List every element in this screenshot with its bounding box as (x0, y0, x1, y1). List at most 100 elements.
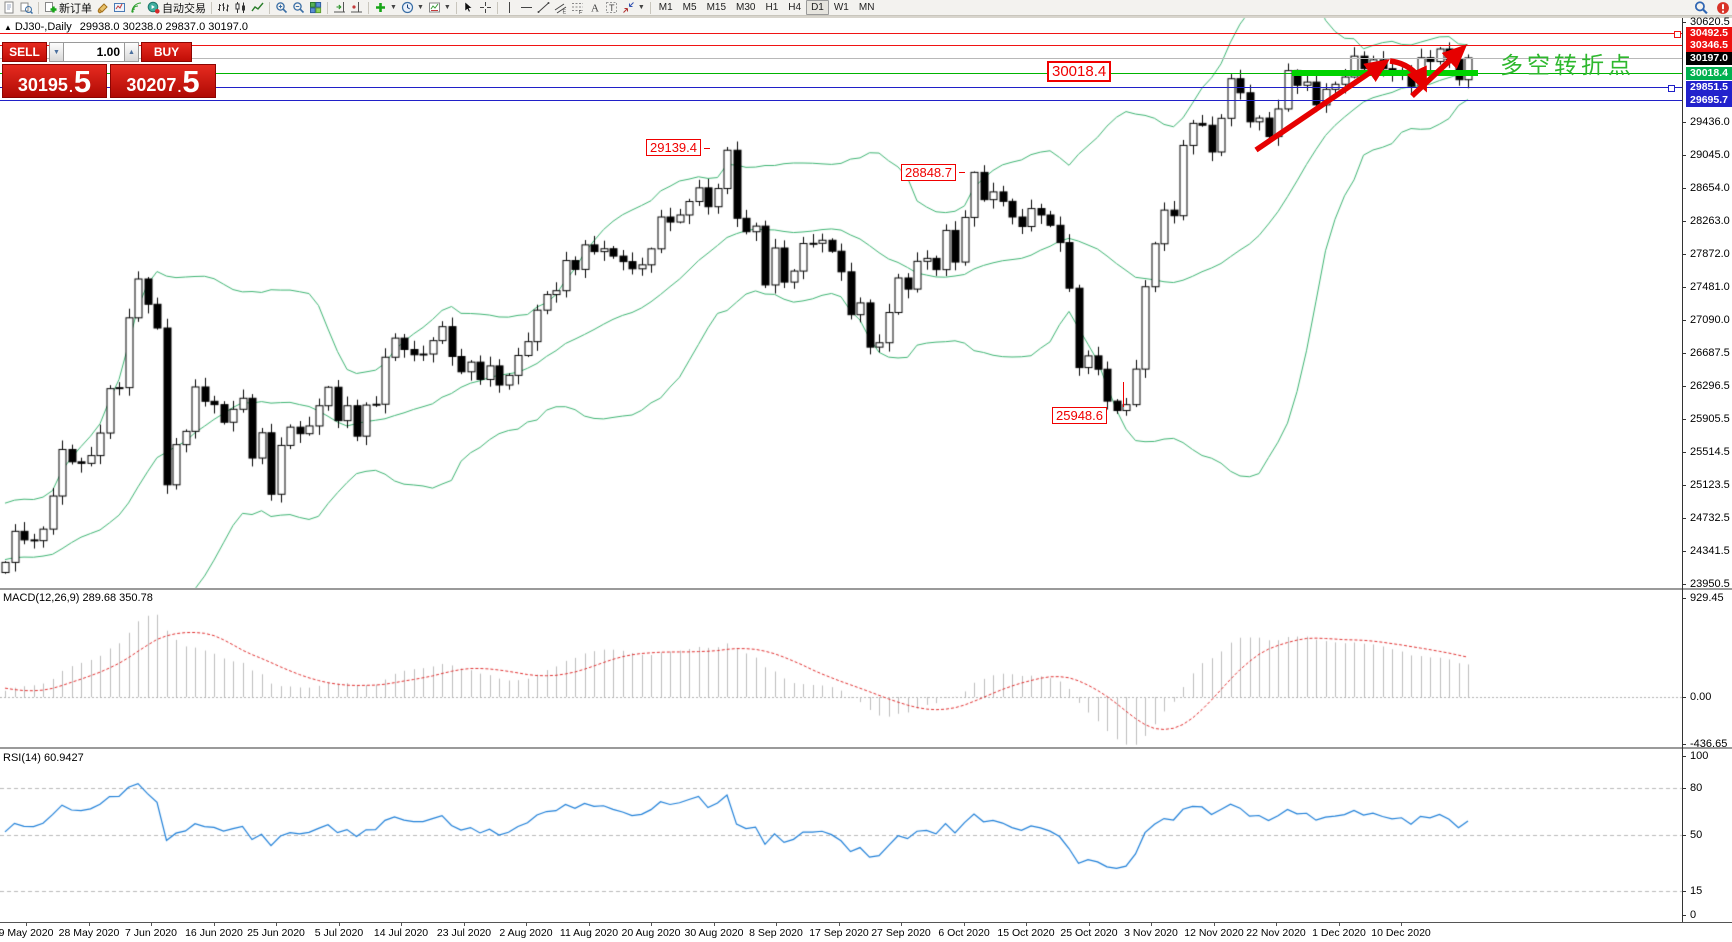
sell-price-pip: 5 (73, 64, 92, 99)
indicators-button[interactable]: ▼ (372, 0, 399, 15)
timeframe-m30-button[interactable]: M30 (736, 2, 756, 13)
sell-button[interactable]: SELL (2, 42, 47, 62)
notification-button[interactable] (1714, 1, 1732, 16)
timeframe-m5-button[interactable]: M5 (682, 2, 697, 13)
candles-icon (235, 2, 245, 13)
vline-icon (508, 2, 510, 13)
macd-rsi-separator[interactable] (0, 747, 1732, 750)
new-order-button[interactable]: 新订单 (42, 0, 94, 15)
buy-button[interactable]: BUY (141, 42, 192, 62)
timeframe-h4-button[interactable]: H4 (788, 2, 802, 13)
date-label: 27 Sep 2020 (871, 927, 931, 939)
chart-title: ▲ DJ30-,Daily 29938.0 30238.0 29837.0 3019… (4, 21, 248, 33)
vertical-line-button[interactable] (501, 0, 518, 15)
timeframe-mn-button[interactable]: MN (858, 2, 875, 13)
search-button[interactable] (1692, 1, 1710, 16)
timeframe-w1-button[interactable]: W1 (833, 2, 849, 13)
zoom-in-button[interactable] (273, 0, 290, 15)
main-macd-separator[interactable] (0, 588, 1732, 591)
date-tick-mark (1339, 922, 1340, 926)
text-label-button[interactable]: T (603, 0, 620, 15)
rsi-tick-mark (1682, 915, 1686, 916)
timeframe-m1-button[interactable]: M1 (658, 2, 673, 13)
date-label: 2 Aug 2020 (499, 927, 553, 939)
chart-shift-button[interactable] (348, 0, 365, 15)
text-button[interactable]: A (586, 0, 603, 15)
date-tick-mark (714, 922, 715, 926)
fibonacci-button[interactable]: F (569, 0, 586, 15)
notification-icon (1717, 2, 1729, 14)
buy-price-button[interactable]: 30207. 5 (110, 64, 216, 98)
price-tick-mark (1682, 22, 1686, 23)
signals-icon[interactable] (128, 0, 145, 15)
macd-indicator-label: MACD(12,26,9) 289.68 350.78 (3, 592, 153, 604)
market-watch-icon[interactable] (18, 0, 35, 15)
horizontal-line-button[interactable] (518, 0, 535, 15)
styles-icon[interactable] (94, 0, 111, 15)
equidistant-channel-button[interactable]: E (552, 0, 569, 15)
crosshair-button[interactable] (477, 0, 494, 15)
fibo-icon: F (571, 3, 583, 14)
date-tick-mark (964, 922, 965, 926)
level-line-30492.5 (0, 33, 1682, 34)
price-tick-mark (1682, 221, 1686, 222)
volume-increase-button[interactable]: ▲ (124, 42, 139, 62)
price-annotation: 30018.4 (1047, 61, 1112, 82)
svg-text:E: E (562, 10, 566, 15)
timeframe-m15-button[interactable]: M15 (706, 2, 727, 13)
hline-icon (520, 7, 532, 8)
autotrading-button-label: 自动交易 (162, 2, 206, 15)
volume-decrease-button[interactable]: ▼ (49, 42, 64, 62)
cursor-button[interactable] (460, 0, 477, 15)
arrows-button[interactable]: ▼ (620, 0, 647, 15)
tile-windows-button[interactable] (307, 0, 324, 15)
date-label: 30 Aug 2020 (684, 927, 744, 939)
linechart-icon (251, 2, 264, 12)
date-tick-mark (589, 922, 590, 926)
sell-price-int: 30195 (17, 75, 68, 95)
volume-input[interactable] (64, 42, 124, 62)
price-annotation: 28848.7 (901, 164, 956, 181)
timeframe-h1-button[interactable]: H1 (765, 2, 779, 13)
date-tick-mark (89, 922, 90, 926)
window-icon[interactable] (1, 0, 18, 15)
price-tick-label: 29436.0 (1690, 116, 1730, 128)
one-click-trading-panel: SELL ▼ ▲ BUY 30195.5 30207.5 (2, 42, 218, 98)
date-tick-mark (1276, 922, 1277, 926)
rsi-tick-label: 80 (1690, 782, 1703, 794)
toolbar-separator (327, 1, 328, 14)
date-tick-mark (401, 922, 402, 926)
auto-scroll-button[interactable] (331, 0, 348, 15)
templates-button[interactable]: ▼ (426, 0, 453, 15)
date-tick-mark (776, 922, 777, 926)
price-tick-label: 28263.0 (1690, 215, 1730, 227)
date-label: 3 Nov 2020 (1124, 927, 1178, 939)
timeframe-d1-button[interactable]: D1 (806, 0, 829, 15)
crosshair-icon (479, 2, 491, 13)
channel-icon: E (554, 3, 566, 15)
line-chart-button[interactable] (249, 0, 266, 15)
chart-symbol-period: DJ30-,Daily (14, 21, 72, 33)
toolbar-separator (455, 1, 457, 14)
date-label: 22 Nov 2020 (1246, 927, 1306, 939)
level-price-label: 29695.7 (1686, 94, 1732, 107)
chevron-down-icon: ▼ (390, 4, 397, 11)
price-tick-label: 23950.5 (1690, 578, 1730, 590)
candlestick-chart-button[interactable] (232, 0, 249, 15)
cn-turning-point-note: 多空转折点 (1500, 52, 1635, 78)
zoom-out-button[interactable] (290, 0, 307, 15)
trendline-button[interactable] (535, 0, 552, 15)
autotrading-button[interactable]: 自动交易 (145, 0, 208, 15)
date-tick-mark (1089, 922, 1090, 926)
profiles-icon[interactable] (111, 0, 128, 15)
periods-button[interactable]: ▼ (399, 0, 426, 15)
zoomout-icon (293, 2, 305, 14)
level-line-30346.5 (0, 45, 1682, 46)
bar-chart-button[interactable] (215, 0, 232, 15)
macd-tick-mark (1682, 598, 1686, 599)
date-label: 14 Jul 2020 (373, 927, 429, 939)
date-label: 8 Sep 2020 (749, 927, 803, 939)
sell-price-button[interactable]: 30195. 5 (2, 64, 107, 98)
price-tick-mark (1682, 155, 1686, 156)
toolbar-separator (368, 1, 369, 14)
